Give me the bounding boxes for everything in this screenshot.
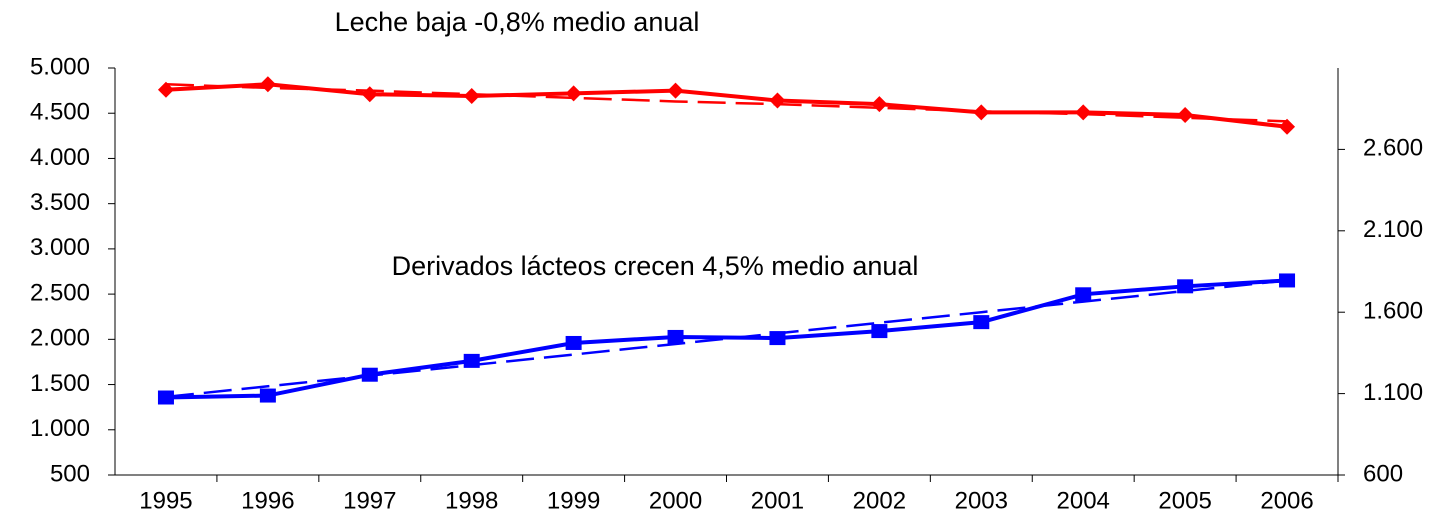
x-tick-label: 2001 — [751, 487, 804, 514]
marker — [565, 335, 582, 350]
x-tick-label: 1998 — [445, 487, 498, 514]
annotation: Leche baja -0,8% medio anual — [335, 7, 700, 37]
marker — [871, 96, 888, 113]
y2-tick-label: 600 — [1363, 460, 1403, 487]
marker — [157, 390, 174, 405]
y-tick-label: 1.500 — [30, 370, 90, 397]
series-line — [165, 278, 1288, 400]
x-tick-label: 2003 — [955, 487, 1008, 514]
x-tick-label: 1996 — [241, 487, 294, 514]
y2-tick-label: 2.600 — [1363, 135, 1423, 162]
x-tick-label: 2006 — [1260, 487, 1313, 514]
marker — [769, 92, 786, 109]
marker — [1075, 104, 1092, 121]
marker — [259, 388, 276, 403]
y-tick-label: 4.000 — [30, 144, 90, 171]
x-tick-label: 2004 — [1057, 487, 1110, 514]
y-tick-label: 5.000 — [30, 53, 90, 80]
y-tick-label: 3.500 — [30, 189, 90, 216]
y-tick-label: 2.500 — [30, 279, 90, 306]
x-tick-label: 2002 — [853, 487, 906, 514]
y-tick-label: 500 — [50, 460, 90, 487]
marker — [361, 86, 378, 103]
y2-tick-label: 2.100 — [1363, 216, 1423, 243]
x-tick-label: 2000 — [649, 487, 702, 514]
y-tick-label: 2.000 — [30, 325, 90, 352]
marker — [259, 76, 276, 93]
marker — [667, 82, 684, 99]
x-tick-label: 1999 — [547, 487, 600, 514]
trend-line — [165, 83, 1288, 123]
x-tick-label: 1995 — [139, 487, 192, 514]
marker — [157, 81, 174, 98]
marker — [463, 88, 480, 105]
marker — [1177, 107, 1194, 124]
trend-line — [165, 279, 1288, 399]
y-tick-label: 4.500 — [30, 99, 90, 126]
marker — [667, 329, 684, 344]
x-tick-label: 2005 — [1158, 487, 1211, 514]
annotation: Derivados lácteos crecen 4,5% medio anua… — [392, 251, 919, 281]
x-tick-label: 1997 — [343, 487, 396, 514]
y-tick-label: 3.000 — [30, 234, 90, 261]
y-tick-label: 1.000 — [30, 415, 90, 442]
marker — [1075, 287, 1092, 302]
y2-tick-label: 1.100 — [1363, 379, 1423, 406]
marker — [1279, 118, 1296, 135]
marker — [871, 324, 888, 339]
y2-tick-label: 1.600 — [1363, 298, 1423, 325]
series-line — [165, 82, 1288, 129]
marker — [973, 315, 990, 330]
